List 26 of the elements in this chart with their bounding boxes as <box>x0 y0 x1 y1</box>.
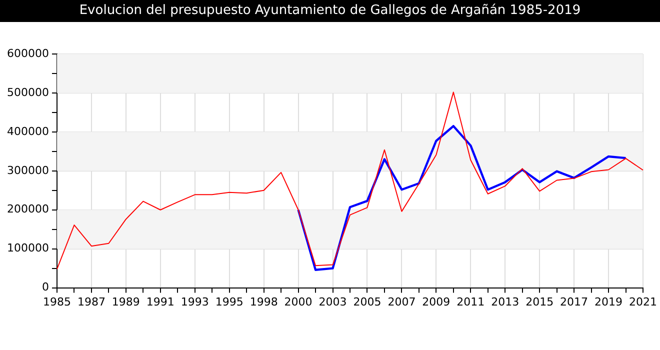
x-tick-label: 1991 <box>146 295 174 308</box>
y-tick-label: 600000 <box>6 46 49 60</box>
x-tick-label: 2005 <box>353 295 382 308</box>
y-tick-label: 100000 <box>6 242 49 255</box>
x-tick-label: 1993 <box>180 295 209 308</box>
x-tick-label: 1987 <box>77 295 106 308</box>
y-tick-label: 200000 <box>6 202 49 216</box>
x-tick-label: 1995 <box>215 295 244 308</box>
chart-title: Evolucion del presupuesto Ayuntamiento de Gallegos de Argañán 1985-2019 <box>0 0 660 22</box>
x-tick-label: 2021 <box>629 295 658 308</box>
y-tick-label: 400000 <box>6 124 49 138</box>
x-tick-label: 1985 <box>42 295 71 308</box>
x-tick-label: 2013 <box>491 295 520 308</box>
y-tick-label: 300000 <box>6 164 49 177</box>
x-tick-label: 2007 <box>388 295 416 308</box>
x-tick-label: 2000 <box>284 295 312 308</box>
x-tick-label: 1989 <box>112 295 140 308</box>
x-tick-label: 2019 <box>594 295 623 308</box>
x-tick-label: 2017 <box>560 295 588 308</box>
x-tick-label: 2015 <box>526 295 554 308</box>
y-tick-label: 500000 <box>6 86 49 99</box>
x-tick-label: 2011 <box>456 295 485 308</box>
x-tick-label: 2009 <box>422 295 450 308</box>
x-tick-label: 1998 <box>250 295 278 308</box>
x-tick-label: 2003 <box>318 295 347 308</box>
y-tick-label: 0 <box>42 280 49 294</box>
